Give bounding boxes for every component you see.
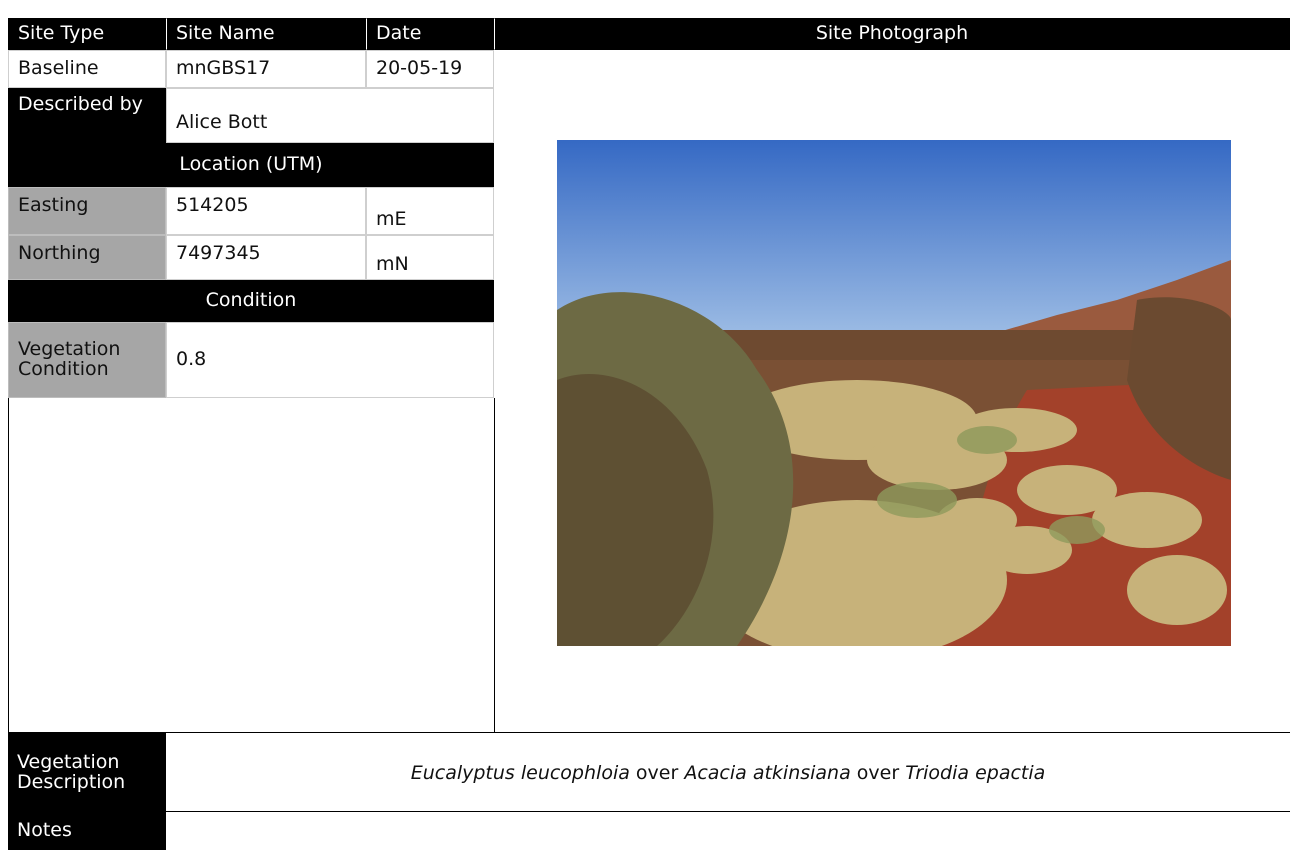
- label: Easting: [8, 187, 166, 235]
- empty-area: [8, 398, 495, 733]
- description-part: over: [850, 761, 906, 784]
- vegetation-description: Eucalyptus leucophloia over Acacia atkin…: [166, 733, 1290, 812]
- described-by: Alice Bott: [166, 88, 494, 143]
- unit: mN: [366, 235, 494, 280]
- label: Vegetation Condition: [8, 322, 166, 398]
- description-part: over: [629, 761, 685, 784]
- header-cell: Date: [366, 18, 494, 50]
- northing: 7497345: [166, 235, 366, 280]
- vegetation-condition: 0.8: [166, 322, 494, 398]
- site-date: 20-05-19: [366, 50, 494, 88]
- section-heading: Condition: [8, 280, 494, 322]
- rule: [166, 811, 1290, 812]
- description-part: Triodia epactia: [905, 761, 1046, 784]
- description-part: Eucalyptus leucophloia: [410, 761, 630, 784]
- unit: mE: [366, 187, 494, 235]
- label: Notes: [8, 812, 166, 850]
- easting: 514205: [166, 187, 366, 235]
- label: Vegetation Description: [8, 733, 166, 812]
- label: Northing: [8, 235, 166, 280]
- header-cell: Site Name: [166, 18, 366, 50]
- section-heading: Location (UTM): [8, 143, 494, 187]
- description-part: Acacia atkinsiana: [684, 761, 851, 784]
- label: Described by: [8, 88, 166, 143]
- header-cell: Site Photograph: [494, 18, 1290, 50]
- site-name: mnGBS17: [166, 50, 366, 88]
- site-type: Baseline: [8, 50, 166, 88]
- rule: [8, 732, 1290, 733]
- site-photo: [557, 140, 1231, 646]
- header-cell: Site Type: [8, 18, 166, 50]
